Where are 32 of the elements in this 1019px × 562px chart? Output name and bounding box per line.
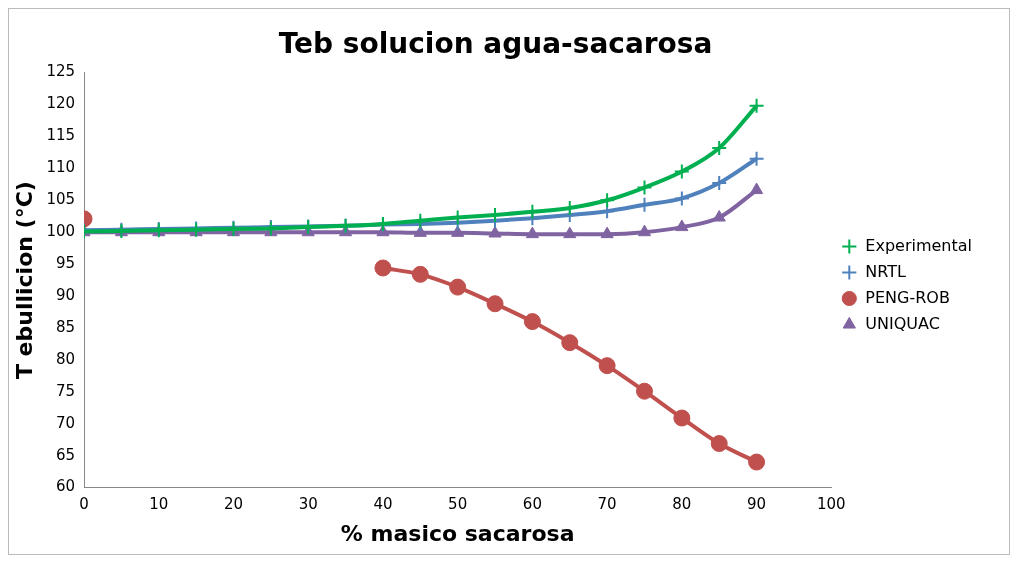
- y-tick-label: 125: [46, 62, 76, 81]
- y-tick-label: 75: [55, 381, 76, 400]
- legend-label: UNIQUAC: [865, 313, 940, 333]
- y-tick-label: 60: [55, 477, 76, 496]
- y-tick-label: 90: [55, 285, 76, 304]
- y-tick-label: 80: [55, 349, 76, 368]
- x-tick-label: 50: [448, 495, 468, 514]
- x-tick-label: 0: [79, 495, 89, 514]
- y-tick-label: 115: [46, 126, 76, 145]
- x-axis-title: % masico sacarosa: [340, 520, 575, 546]
- y-tick-label: 120: [46, 94, 76, 113]
- y-tick-label: 70: [55, 413, 76, 432]
- y-tick-label: 85: [55, 317, 76, 336]
- chart-title: Teb solucion agua-sacarosa: [278, 27, 713, 61]
- legend-label: PENG-ROB: [865, 287, 950, 307]
- y-tick-label: 65: [55, 445, 76, 464]
- y-tick-label: 110: [46, 158, 76, 177]
- y-tick-label: 105: [46, 190, 76, 209]
- x-tick-label: 40: [373, 495, 393, 514]
- x-tick-label: 80: [672, 495, 692, 514]
- x-tick-label: 60: [522, 495, 542, 514]
- legend-label: NRTL: [865, 261, 906, 281]
- y-tick-label: 100: [46, 222, 76, 241]
- x-tick-label: 10: [149, 495, 169, 514]
- x-tick-label: 30: [298, 495, 318, 514]
- x-tick-label: 70: [597, 495, 617, 514]
- legend-label: Experimental: [865, 235, 973, 255]
- y-axis-title: T ebullicion (°C): [11, 181, 37, 380]
- x-tick-label: 90: [747, 495, 767, 514]
- x-tick-label: 20: [223, 495, 244, 514]
- y-tick-label: 95: [55, 254, 76, 273]
- x-tick-label: 100: [816, 495, 846, 514]
